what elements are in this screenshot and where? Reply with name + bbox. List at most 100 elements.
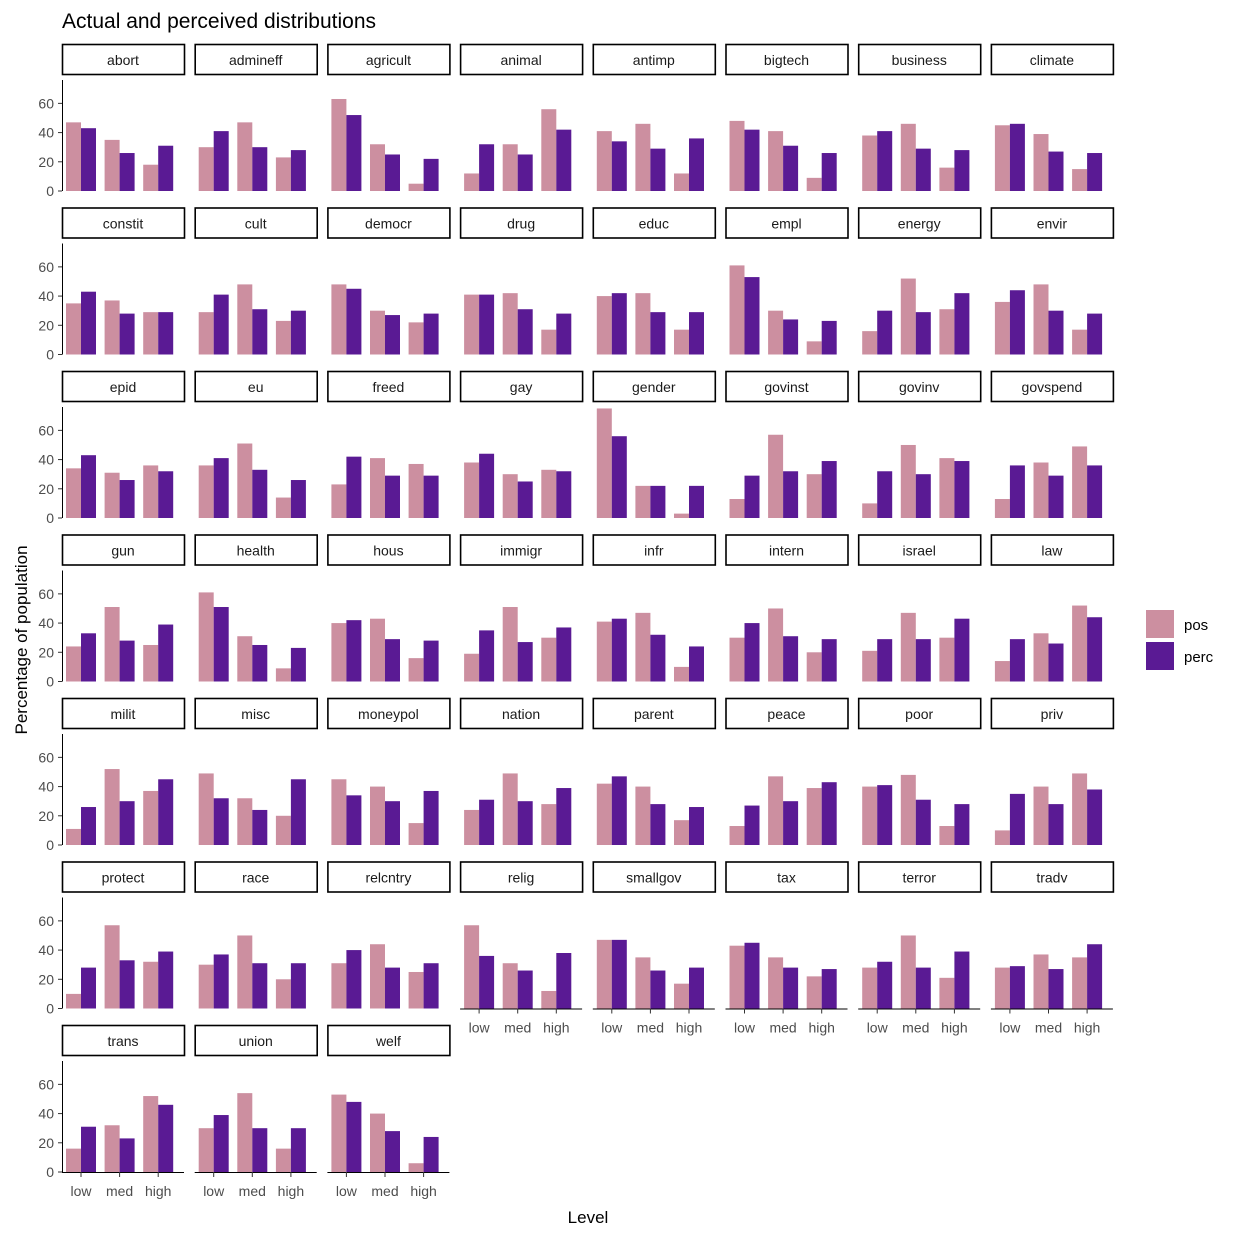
panel-drug: drug bbox=[459, 207, 584, 355]
bar-pos-high bbox=[541, 109, 557, 191]
strip-label: drug bbox=[507, 216, 535, 232]
strip-box bbox=[725, 697, 849, 730]
strip-box bbox=[327, 534, 451, 566]
bar-perc-med bbox=[650, 148, 666, 191]
bar-perc-low bbox=[611, 776, 627, 845]
bar-pos-med bbox=[635, 612, 651, 682]
bar-perc-med bbox=[252, 309, 268, 355]
bar-perc-high bbox=[290, 779, 306, 845]
bar-pos-high bbox=[408, 463, 424, 518]
bar-perc-low bbox=[479, 294, 495, 355]
bar-perc-high bbox=[423, 640, 439, 682]
bar-pos-low bbox=[331, 1094, 347, 1172]
strip-label: democr bbox=[365, 216, 412, 232]
strip-box bbox=[725, 370, 849, 403]
strip-label: epid bbox=[110, 379, 136, 395]
strip-label: govinst bbox=[764, 379, 808, 395]
bar-pos-med bbox=[900, 612, 916, 682]
strip-box bbox=[857, 861, 982, 893]
panel-misc: misc bbox=[194, 697, 318, 845]
strip-box bbox=[459, 207, 584, 239]
strip-label: parent bbox=[634, 706, 674, 722]
y-tick-label: 0 bbox=[46, 837, 54, 853]
bar-pos-high bbox=[143, 644, 159, 682]
strip-box bbox=[61, 697, 186, 730]
bar-perc-med bbox=[385, 801, 400, 845]
x-tick-label: low bbox=[336, 1183, 358, 1199]
y-tick-label: 0 bbox=[46, 1001, 54, 1017]
strip-label: eu bbox=[248, 379, 264, 395]
bar-pos-high bbox=[541, 469, 557, 518]
bar-pos-med bbox=[900, 935, 916, 1009]
panel-milit: milit 0 20 40 60 bbox=[38, 697, 186, 853]
x-tick-label: high bbox=[278, 1183, 304, 1199]
bar-pos-high bbox=[275, 320, 291, 355]
bar-pos-med bbox=[502, 963, 518, 1009]
bar-pos-low bbox=[596, 783, 612, 845]
bar-perc-med bbox=[1048, 643, 1064, 682]
panel-law: law bbox=[990, 534, 1115, 682]
bar-perc-med bbox=[517, 801, 533, 845]
bar-perc-low bbox=[877, 785, 893, 845]
bar-perc-med bbox=[783, 319, 799, 355]
bar-pos-high bbox=[674, 820, 689, 845]
x-tick-label: low bbox=[469, 1020, 491, 1036]
y-axis-title: Percentage of population bbox=[12, 545, 31, 734]
strip-box bbox=[327, 697, 451, 730]
strip-label: educ bbox=[639, 216, 669, 232]
strip-box bbox=[592, 370, 717, 403]
bar-perc-low bbox=[213, 607, 229, 682]
bar-perc-med bbox=[783, 471, 799, 518]
panel-israel: israel bbox=[857, 534, 982, 682]
y-tick-label: 0 bbox=[46, 1164, 54, 1180]
strip-box bbox=[327, 370, 451, 403]
bar-perc-high bbox=[821, 782, 837, 845]
bar-pos-high bbox=[143, 312, 159, 355]
strip-label: freed bbox=[372, 379, 404, 395]
bar-perc-med bbox=[119, 313, 135, 355]
bar-perc-low bbox=[1009, 966, 1025, 1009]
bar-perc-high bbox=[689, 967, 704, 1009]
bar-pos-low bbox=[862, 786, 878, 845]
strip-box bbox=[857, 370, 982, 403]
bar-perc-low bbox=[346, 115, 362, 191]
bar-pos-med bbox=[502, 144, 518, 191]
panel-race: race bbox=[194, 861, 318, 1009]
x-tick-label: med bbox=[371, 1183, 398, 1199]
bar-perc-med bbox=[252, 1128, 268, 1172]
bar-perc-med bbox=[252, 147, 268, 191]
strip-label: welf bbox=[375, 1033, 401, 1049]
bar-pos-low bbox=[596, 621, 612, 682]
strip-label: israel bbox=[902, 543, 935, 559]
strip-box bbox=[61, 370, 186, 403]
x-tick-label: low bbox=[734, 1020, 756, 1036]
legend: pos perc bbox=[1146, 610, 1214, 670]
bar-pos-high bbox=[408, 971, 424, 1009]
bar-pos-low bbox=[862, 135, 878, 191]
bar-pos-low bbox=[596, 296, 612, 355]
bar-pos-low bbox=[198, 312, 214, 355]
bar-perc-low bbox=[611, 293, 627, 355]
bar-pos-low bbox=[331, 779, 347, 845]
x-axis-title: Level bbox=[568, 1208, 609, 1227]
bar-perc-high bbox=[556, 471, 572, 518]
bar-perc-med bbox=[119, 640, 135, 682]
strip-label: bigtech bbox=[764, 52, 809, 68]
bar-pos-med bbox=[1033, 134, 1049, 191]
bar-perc-low bbox=[479, 453, 495, 518]
panel-govinv: govinv bbox=[857, 370, 982, 518]
bar-perc-med bbox=[650, 485, 666, 518]
bar-pos-high bbox=[143, 790, 159, 845]
bar-pos-med bbox=[900, 123, 916, 191]
y-tick-label: 60 bbox=[38, 1076, 54, 1092]
panel-smallgov: smallgov low med high bbox=[592, 861, 717, 1036]
bar-perc-high bbox=[423, 158, 439, 191]
bar-pos-med bbox=[104, 1125, 120, 1172]
bar-pos-high bbox=[143, 961, 159, 1009]
strip-label: gender bbox=[632, 379, 676, 395]
strip-label: union bbox=[239, 1033, 273, 1049]
bar-pos-low bbox=[729, 265, 745, 355]
bar-perc-low bbox=[611, 141, 627, 191]
bar-pos-low bbox=[331, 284, 347, 355]
